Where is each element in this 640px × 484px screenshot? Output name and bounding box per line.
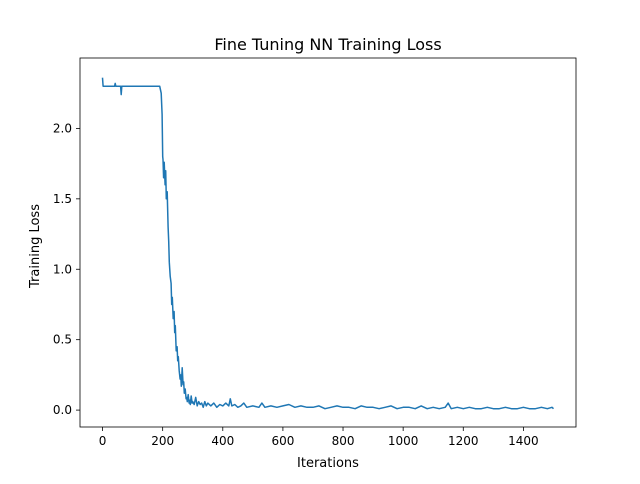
x-axis-label: Iterations: [297, 456, 359, 471]
y-axis-label: Training Loss: [28, 204, 43, 289]
series-line-1: [101, 77, 555, 410]
y-tick-label: 2.0: [53, 121, 72, 135]
x-tick-label: 600: [271, 434, 294, 448]
y-axis-ticks: 0.0 0.5 1.0 1.5 2.0: [53, 121, 80, 417]
x-tick-label: 800: [332, 434, 355, 448]
x-axis-ticks: 0 200 400 600 800 1000 1200 1400: [99, 427, 539, 448]
y-tick-label: 0.5: [53, 333, 72, 347]
chart-title: Fine Tuning NN Training Loss: [214, 35, 441, 54]
x-tick-label: 400: [211, 434, 234, 448]
y-tick-label: 1.0: [53, 262, 72, 276]
x-tick-label: 1000: [388, 434, 419, 448]
x-tick-label: 1400: [508, 434, 539, 448]
y-tick-label: 0.0: [53, 403, 72, 417]
y-tick-label: 1.5: [53, 192, 72, 206]
plot-frame: [79, 57, 577, 428]
x-tick-label: 0: [99, 434, 107, 448]
x-tick-label: 200: [151, 434, 174, 448]
series-layer: [101, 77, 555, 410]
plot-area: [79, 57, 577, 428]
x-tick-label: 1200: [448, 434, 479, 448]
